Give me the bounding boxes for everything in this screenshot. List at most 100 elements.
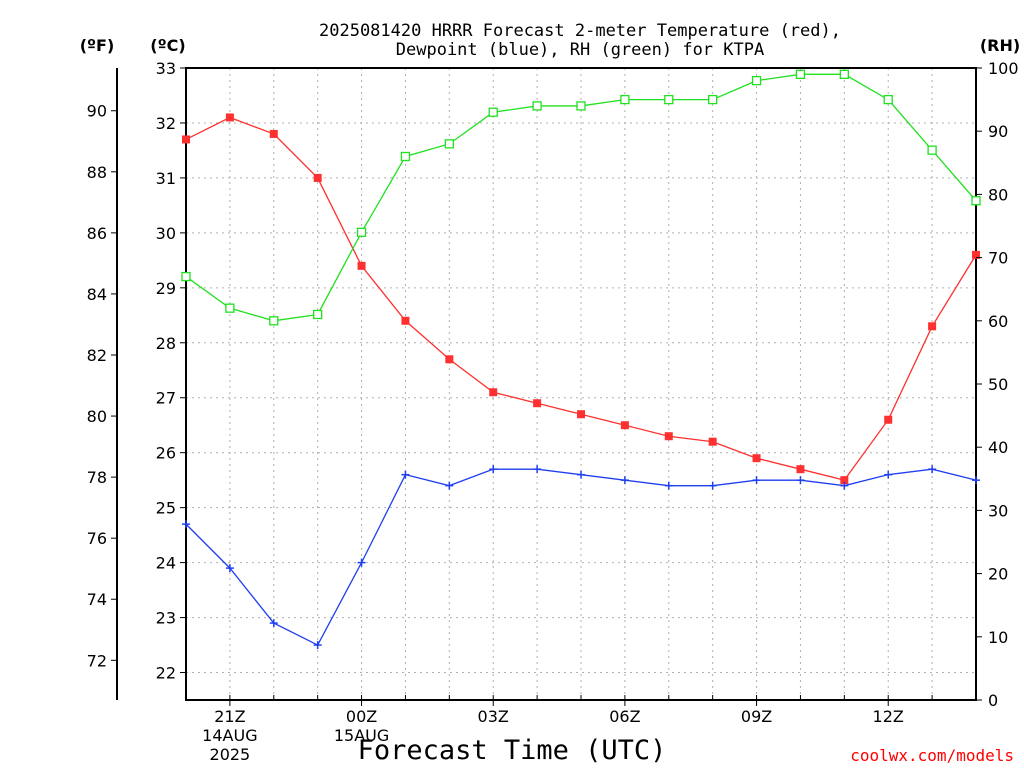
- rh-tick-label: 10: [988, 628, 1008, 647]
- temperature-point: [313, 173, 322, 182]
- celsius-tick-label: 28: [156, 334, 176, 353]
- fahrenheit-tick-label: 86: [87, 224, 107, 243]
- rh-point: [664, 94, 674, 105]
- rh-tick-label: 50: [988, 375, 1008, 394]
- x-tick-label: 2025: [210, 745, 251, 764]
- celsius-tick-label: 26: [156, 444, 176, 463]
- rh-tick-label: 100: [988, 59, 1019, 78]
- rh-tick-label: 60: [988, 312, 1008, 331]
- temperature-point: [182, 135, 190, 144]
- celsius-tick-label: 23: [156, 609, 176, 628]
- rh-point: [488, 107, 498, 117]
- rh-unit-label: (RH): [980, 36, 1020, 55]
- celsius-tick-label: 25: [156, 499, 176, 518]
- rh-point: [225, 303, 235, 313]
- temperature-point: [269, 129, 278, 138]
- temperature-point: [708, 437, 717, 446]
- rh-point: [576, 101, 586, 111]
- x-axis-title: Forecast Time (UTC): [358, 735, 667, 766]
- celsius-tick-label: 33: [156, 59, 176, 78]
- dewpoint-point: [928, 465, 937, 474]
- celsius-unit-label: (ºC): [150, 36, 185, 55]
- temperature-point: [796, 465, 805, 474]
- fahrenheit-tick-label: 78: [87, 468, 107, 487]
- tick-labels: 22 23 24 25 26 27 28 29 30 31 32 33 72 74 76 78 80 82 84 86…: [87, 59, 1019, 764]
- temperature-point: [840, 476, 849, 485]
- rh-tick-label: 30: [988, 501, 1008, 520]
- dewpoint-point: [269, 619, 278, 628]
- x-tick-label: 03Z: [478, 707, 509, 726]
- fahrenheit-tick-label: 72: [87, 651, 107, 670]
- grid-lines: [185, 67, 977, 700]
- rh-point: [620, 94, 630, 105]
- plot-frame: [185, 67, 977, 701]
- rh-point: [971, 196, 981, 206]
- rh-point: [795, 69, 806, 79]
- rh-point: [883, 94, 893, 105]
- rh-tick-label: 0: [988, 691, 998, 710]
- rh-point: [927, 145, 937, 155]
- dewpoint-point: [533, 465, 542, 474]
- fahrenheit-unit-label: (ºF): [80, 36, 115, 55]
- dewpoint-point: [445, 481, 454, 490]
- axes: [116, 67, 977, 701]
- temperature-point: [884, 415, 893, 424]
- dewpoint-point: [577, 470, 585, 479]
- rh-tick-label: 20: [988, 565, 1008, 584]
- dewpoint-point: [752, 476, 761, 485]
- x-tick-label: 00Z: [346, 707, 377, 726]
- rh-point: [839, 69, 849, 79]
- rh-tick-label: 40: [988, 438, 1008, 457]
- celsius-tick-label: 27: [156, 389, 176, 408]
- credit-label: coolwx.com/models: [850, 746, 1014, 765]
- temperature-point: [664, 432, 673, 441]
- dewpoint-point: [401, 470, 410, 479]
- temperature-point: [401, 316, 410, 325]
- fahrenheit-tick-label: 74: [87, 590, 107, 609]
- chart-title-line2: Dewpoint (blue), RH (green) for KTPA: [396, 40, 764, 60]
- temperature-point: [928, 322, 937, 331]
- rh-point: [444, 139, 454, 149]
- dewpoint-point: [357, 558, 366, 567]
- dewpoint-point: [620, 476, 629, 485]
- rh-point: [181, 271, 191, 282]
- rh-tick-label: 70: [988, 249, 1008, 268]
- dewpoint-point: [225, 564, 234, 573]
- x-tick-label: 14AUG: [202, 726, 257, 745]
- dewpoint-point: [972, 476, 980, 485]
- fahrenheit-tick-label: 80: [87, 407, 107, 426]
- temperature-point: [357, 261, 366, 270]
- fahrenheit-tick-label: 76: [87, 529, 107, 548]
- dewpoint-point: [313, 641, 322, 650]
- x-tick-label: 15AUG: [334, 726, 389, 745]
- rh-point: [356, 227, 367, 237]
- x-tick-label: 12Z: [873, 707, 904, 726]
- fahrenheit-tick-label: 88: [87, 163, 107, 182]
- rh-point: [708, 94, 718, 105]
- series-lines: [181, 69, 981, 650]
- x-tick-label: 09Z: [741, 707, 772, 726]
- dewpoint-point: [796, 476, 805, 485]
- fahrenheit-tick-label: 84: [87, 285, 107, 304]
- x-tick-label: 06Z: [609, 707, 640, 726]
- celsius-tick-label: 30: [156, 224, 176, 243]
- x-tick-label: 21Z: [214, 707, 245, 726]
- dewpoint-point: [489, 465, 498, 474]
- temperature-point: [225, 113, 234, 122]
- temperature-point: [445, 355, 454, 364]
- celsius-tick-label: 22: [156, 664, 176, 683]
- rh-tick-label: 80: [988, 185, 1008, 204]
- celsius-tick-label: 24: [156, 554, 176, 573]
- fahrenheit-tick-label: 82: [87, 346, 107, 365]
- temperature-point: [620, 421, 629, 430]
- dewpoint-point: [708, 481, 717, 490]
- rh-tick-label: 90: [988, 122, 1008, 141]
- celsius-tick-label: 32: [156, 114, 176, 133]
- temperature-point: [577, 410, 585, 419]
- temperature-point: [489, 388, 498, 397]
- dewpoint-point: [664, 481, 673, 490]
- chart-title-line1: 2025081420 HRRR Forecast 2-meter Tempera…: [319, 21, 841, 41]
- dewpoint-point: [182, 520, 190, 529]
- temperature-point: [533, 399, 542, 408]
